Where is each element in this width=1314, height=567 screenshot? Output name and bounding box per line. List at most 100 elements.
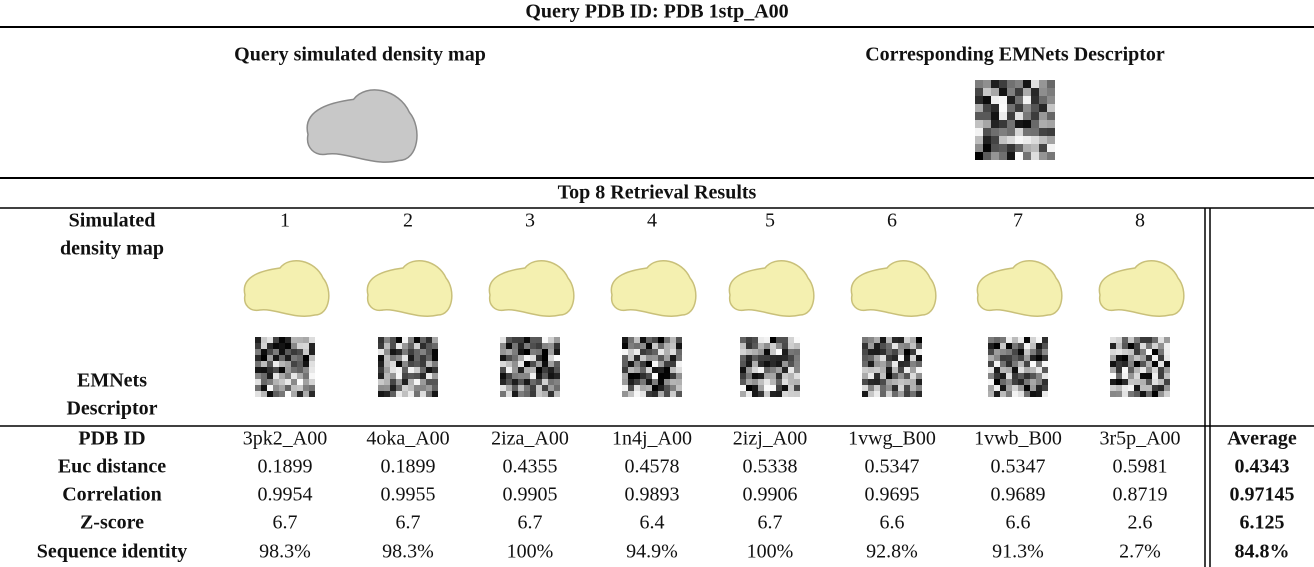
descriptor-cell	[408, 385, 414, 391]
descriptor-cell	[1134, 367, 1140, 373]
descriptor-cell	[285, 337, 291, 343]
descriptor-cell	[524, 379, 530, 385]
descriptor-cell	[1031, 128, 1039, 136]
table-cell: Euc distance	[58, 456, 166, 478]
descriptor-cell	[303, 337, 309, 343]
descriptor-cell	[898, 337, 904, 343]
descriptor-cell	[1128, 385, 1134, 391]
descriptor-cell	[983, 80, 991, 88]
descriptor-cell	[267, 391, 273, 397]
descriptor-cell	[752, 337, 758, 343]
descriptor-cell	[396, 355, 402, 361]
descriptor-cell	[1007, 88, 1015, 96]
descriptor-cell	[396, 361, 402, 367]
descriptor-cell	[414, 349, 420, 355]
descriptor-cell	[273, 385, 279, 391]
descriptor-cell	[788, 337, 794, 343]
descriptor-cell	[1134, 373, 1140, 379]
descriptor-cell	[1158, 349, 1164, 355]
descriptor-cell	[758, 391, 764, 397]
descriptor-cell	[1047, 80, 1055, 88]
descriptor-cell	[988, 361, 994, 367]
descriptor-cell	[1018, 355, 1024, 361]
descriptor-cell	[646, 385, 652, 391]
descriptor-cell	[628, 355, 634, 361]
descriptor-cell	[1128, 349, 1134, 355]
descriptor-cell	[384, 349, 390, 355]
descriptor-cell	[758, 361, 764, 367]
descriptor-cell	[764, 391, 770, 397]
descriptor-cell	[1128, 379, 1134, 385]
descriptor-cell	[506, 385, 512, 391]
descriptor-cell	[1042, 385, 1048, 391]
descriptor-cell	[646, 373, 652, 379]
header-cell: 2izj_A00	[733, 428, 807, 450]
descriptor-cell	[1042, 373, 1048, 379]
table-cell: Sequence identity	[37, 541, 188, 563]
descriptor-cell	[1023, 144, 1031, 152]
descriptor-cell	[676, 373, 682, 379]
descriptor-cell	[432, 379, 438, 385]
descriptor-cell	[273, 361, 279, 367]
descriptor-cell	[764, 361, 770, 367]
descriptor-cell	[652, 349, 658, 355]
descriptor-cell	[1015, 144, 1023, 152]
descriptor-cell	[1164, 343, 1170, 349]
descriptor-cell	[868, 373, 874, 379]
descriptor-cell	[1047, 96, 1055, 104]
table-cell: 0.9905	[503, 484, 558, 506]
descriptor-cell	[886, 367, 892, 373]
descriptor-cell	[994, 337, 1000, 343]
descriptor-cell	[1164, 361, 1170, 367]
descriptor-cell	[782, 361, 788, 367]
descriptor-cell	[622, 361, 628, 367]
descriptor-cell	[904, 385, 910, 391]
descriptor-cell	[880, 367, 886, 373]
descriptor-cell	[548, 343, 554, 349]
descriptor-cell	[788, 367, 794, 373]
descriptor-cell	[1030, 385, 1036, 391]
descriptor-cell	[518, 391, 524, 397]
descriptor-cell	[1134, 385, 1140, 391]
descriptor-cell	[646, 367, 652, 373]
descriptor-cell	[904, 337, 910, 343]
descriptor-cell	[991, 96, 999, 104]
descriptor-cell	[916, 373, 922, 379]
descriptor-cell	[670, 349, 676, 355]
descriptor-cell	[788, 355, 794, 361]
descriptor-cell	[1015, 112, 1023, 120]
descriptor-cell	[991, 88, 999, 96]
descriptor-cell	[628, 373, 634, 379]
descriptor-cell	[628, 391, 634, 397]
descriptor-cell	[396, 349, 402, 355]
descriptor-cell	[988, 343, 994, 349]
descriptor-cell	[880, 391, 886, 397]
descriptor-cell	[988, 367, 994, 373]
descriptor-cell	[782, 343, 788, 349]
descriptor-cell	[1000, 349, 1006, 355]
descriptor-cell	[622, 367, 628, 373]
descriptor-cell	[309, 355, 315, 361]
descriptor-cell	[1018, 367, 1024, 373]
table-cell: 0.1899	[381, 456, 436, 478]
descriptor-cell	[426, 385, 432, 391]
descriptor-cell	[1018, 361, 1024, 367]
descriptor-cell	[794, 355, 800, 361]
descriptor-cell	[916, 349, 922, 355]
descriptor-cell	[1030, 361, 1036, 367]
descriptor-cell	[991, 120, 999, 128]
descriptor-cell	[664, 355, 670, 361]
descriptor-cell	[378, 349, 384, 355]
descriptor-cell	[983, 152, 991, 160]
descriptor-cell	[782, 379, 788, 385]
descriptor-cell	[273, 367, 279, 373]
descriptor-cell	[1134, 361, 1140, 367]
descriptor-cell	[255, 343, 261, 349]
descriptor-cell	[297, 355, 303, 361]
descriptor-cell	[267, 373, 273, 379]
descriptor-cell	[1036, 385, 1042, 391]
descriptor-cell	[1039, 104, 1047, 112]
descriptor-cell	[776, 355, 782, 361]
descriptor-cell	[506, 379, 512, 385]
row-label: EMNets	[77, 370, 147, 392]
